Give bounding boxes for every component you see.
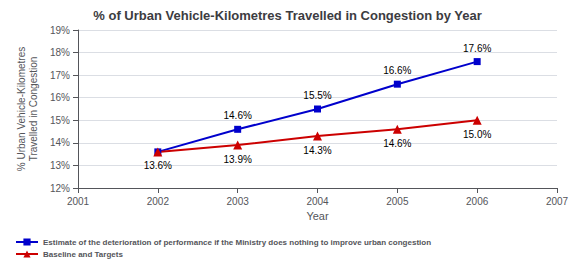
svg-text:18%: 18% [50,47,70,58]
svg-text:14.6%: 14.6% [223,110,251,121]
svg-text:16.6%: 16.6% [383,65,411,76]
svg-text:13.6%: 13.6% [144,160,172,171]
svg-text:14.6%: 14.6% [383,138,411,149]
svg-text:17.6%: 17.6% [463,43,491,54]
svg-text:Year: Year [306,210,329,222]
svg-text:% Urban Vehicle-Kilometres: % Urban Vehicle-Kilometres [16,47,27,172]
svg-text:2007: 2007 [546,196,569,207]
svg-text:15.5%: 15.5% [303,90,331,101]
svg-text:2004: 2004 [306,196,329,207]
svg-text:14%: 14% [50,137,70,148]
svg-text:13%: 13% [50,160,70,171]
svg-text:14.3%: 14.3% [303,145,331,156]
svg-text:12%: 12% [50,183,70,194]
svg-text:2005: 2005 [386,196,409,207]
svg-text:% of Urban Vehicle-Kilometres: % of Urban Vehicle-Kilometres Travelled … [93,8,481,23]
svg-text:2002: 2002 [147,196,170,207]
svg-text:16%: 16% [50,92,70,103]
svg-text:2001: 2001 [67,196,90,207]
svg-text:Baseline and Targets: Baseline and Targets [43,250,123,259]
svg-text:Estimate of the deterioration: Estimate of the deterioration of perform… [43,238,431,247]
svg-text:15%: 15% [50,115,70,126]
svg-text:2003: 2003 [227,196,250,207]
svg-text:15.0%: 15.0% [463,129,491,140]
svg-text:13.9%: 13.9% [223,154,251,165]
svg-text:2006: 2006 [466,196,489,207]
svg-text:17%: 17% [50,70,70,81]
svg-text:Travelled in Congestion: Travelled in Congestion [28,57,39,162]
svg-text:19%: 19% [50,25,70,36]
